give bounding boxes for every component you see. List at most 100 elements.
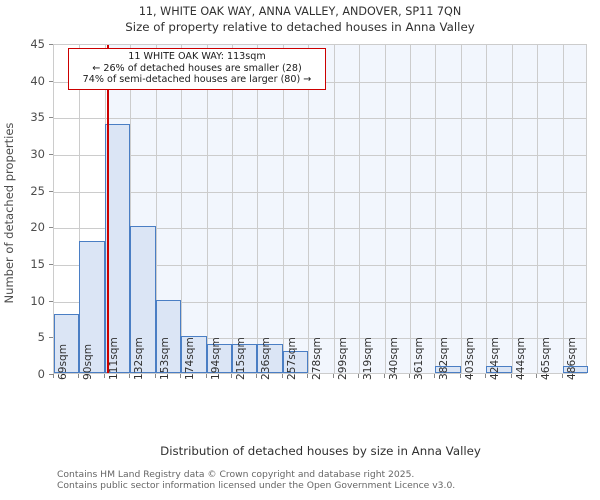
x-tick-label: 132sqm <box>133 337 145 380</box>
histogram-bar <box>181 336 207 373</box>
gridline-vertical <box>334 45 335 373</box>
gridline-vertical <box>359 45 360 373</box>
y-tick-mark <box>49 81 53 82</box>
gridline-vertical <box>512 45 513 373</box>
x-tick-mark <box>78 374 79 378</box>
x-tick-label: 424sqm <box>489 337 501 380</box>
y-tick-mark <box>49 337 53 338</box>
x-tick-mark <box>358 374 359 378</box>
gridline-vertical <box>563 45 564 373</box>
histogram-bar <box>435 366 461 373</box>
footer-line-2: Contains public sector information licen… <box>57 479 456 491</box>
gridline-horizontal <box>54 228 586 229</box>
histogram-bar <box>283 351 308 373</box>
y-tick-label: 15 <box>30 257 45 271</box>
property-marker-line <box>107 45 109 373</box>
plot-area <box>53 44 588 374</box>
gridline-horizontal <box>54 192 586 193</box>
gridline-vertical <box>308 45 309 373</box>
y-tick-label: 5 <box>37 330 45 344</box>
x-tick-label: 382sqm <box>438 337 450 380</box>
x-tick-mark <box>206 374 207 378</box>
histogram-bar <box>54 314 79 373</box>
histogram-bar <box>79 241 105 373</box>
gridline-vertical <box>207 45 208 373</box>
x-tick-label: 465sqm <box>540 337 552 380</box>
y-tick-mark <box>49 117 53 118</box>
x-tick-label: 319sqm <box>362 337 374 380</box>
annotation-line-1: 11 WHITE OAK WAY: 113sqm <box>128 51 266 62</box>
x-tick-mark <box>409 374 410 378</box>
gridline-vertical <box>232 45 233 373</box>
page-title: 11, WHITE OAK WAY, ANNA VALLEY, ANDOVER,… <box>138 5 462 18</box>
gridline-vertical <box>156 45 157 373</box>
gridline-vertical <box>283 45 284 373</box>
y-tick-label: 20 <box>30 220 45 234</box>
x-tick-mark <box>384 374 385 378</box>
y-tick-label: 0 <box>37 367 45 381</box>
gridline-vertical <box>537 45 538 373</box>
x-tick-mark <box>333 374 334 378</box>
y-tick-label: 35 <box>30 110 45 124</box>
x-tick-mark <box>231 374 232 378</box>
histogram-bar <box>486 366 512 373</box>
x-tick-label: 340sqm <box>388 337 400 380</box>
x-tick-mark <box>282 374 283 378</box>
x-tick-label: 361sqm <box>413 337 425 380</box>
x-tick-mark <box>155 374 156 378</box>
x-tick-label: 111sqm <box>108 337 120 380</box>
x-tick-label: 486sqm <box>566 337 578 380</box>
x-tick-mark <box>485 374 486 378</box>
gridline-vertical <box>79 45 80 373</box>
x-tick-label: 299sqm <box>337 337 349 380</box>
histogram-bar <box>130 226 156 373</box>
gridline-horizontal <box>54 155 586 156</box>
gridline-vertical <box>130 45 131 373</box>
annotation-line-2: ← 26% of detached houses are smaller (28… <box>92 62 302 74</box>
gridline-horizontal <box>54 118 586 119</box>
chart-title-block: 11, WHITE OAK WAY, ANNA VALLEY, ANDOVER,… <box>0 4 600 35</box>
x-tick-mark <box>307 374 308 378</box>
x-tick-label: 153sqm <box>159 337 171 380</box>
gridline-vertical <box>435 45 436 373</box>
x-tick-mark <box>53 374 54 378</box>
y-tick-mark <box>49 301 53 302</box>
histogram-bar <box>105 124 130 373</box>
x-tick-mark <box>536 374 537 378</box>
attribution-footer: Contains HM Land Registry data © Crown c… <box>57 469 597 491</box>
gridline-vertical <box>486 45 487 373</box>
y-tick-label: 45 <box>30 37 45 51</box>
x-tick-mark <box>460 374 461 378</box>
y-tick-mark <box>49 264 53 265</box>
x-tick-mark <box>256 374 257 378</box>
x-tick-mark <box>129 374 130 378</box>
x-tick-mark <box>434 374 435 378</box>
gridline-vertical <box>181 45 182 373</box>
x-tick-label: 215sqm <box>235 337 247 380</box>
gridline-horizontal <box>54 265 586 266</box>
x-tick-label: 90sqm <box>82 343 94 380</box>
x-tick-label: 194sqm <box>210 337 222 380</box>
histogram-bar <box>156 300 181 373</box>
y-tick-label: 30 <box>30 147 45 161</box>
property-annotation-box: 11 WHITE OAK WAY: 113sqm ← 26% of detach… <box>68 48 326 90</box>
x-tick-label: 403sqm <box>464 337 476 380</box>
annotation-line-3: 74% of semi-detached houses are larger (… <box>82 74 312 86</box>
chart-subtitle: Size of property relative to detached ho… <box>125 20 475 34</box>
gridline-horizontal <box>54 338 586 339</box>
histogram-bar <box>232 344 257 373</box>
y-tick-mark <box>49 191 53 192</box>
x-tick-mark <box>562 374 563 378</box>
gridline-vertical <box>257 45 258 373</box>
x-tick-label: 236sqm <box>260 337 272 380</box>
x-tick-mark <box>180 374 181 378</box>
x-tick-mark <box>511 374 512 378</box>
x-tick-label: 278sqm <box>311 337 323 380</box>
x-tick-label: 444sqm <box>515 337 527 380</box>
x-tick-label: 69sqm <box>57 343 69 380</box>
x-tick-label: 174sqm <box>184 337 196 380</box>
footer-line-1: Contains HM Land Registry data © Crown c… <box>57 469 415 480</box>
y-tick-label: 40 <box>30 74 45 88</box>
y-tick-mark <box>49 154 53 155</box>
